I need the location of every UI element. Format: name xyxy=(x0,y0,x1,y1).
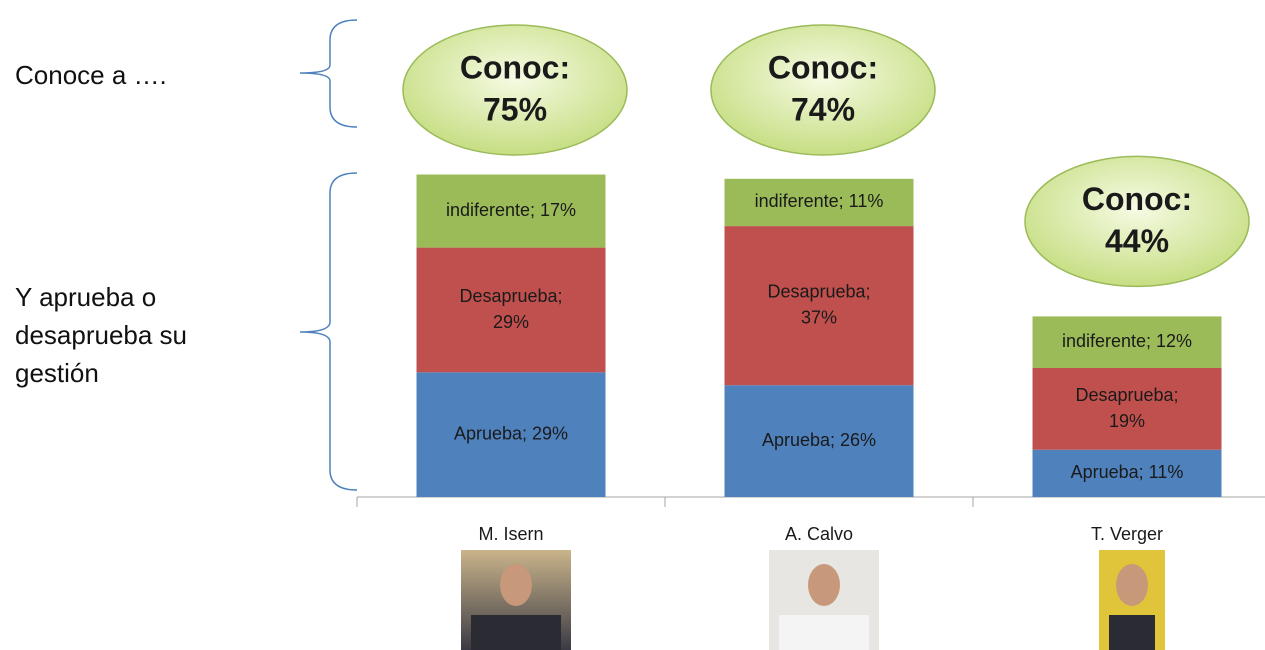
x-tick-label: T. Verger xyxy=(1091,524,1163,544)
photo-body xyxy=(471,615,561,650)
bar-segment xyxy=(724,226,914,386)
side-label: Y aprueba o desaprueba su gestión xyxy=(15,282,188,388)
photo-face xyxy=(500,564,532,606)
data-label: Aprueba; 29% xyxy=(454,423,568,443)
data-label: Aprueba; 26% xyxy=(762,430,876,450)
awareness-label: Conoc: xyxy=(1082,181,1192,217)
photo-face xyxy=(1116,564,1148,606)
photo-face xyxy=(808,564,840,606)
brace xyxy=(299,172,358,491)
bar-segment xyxy=(1032,316,1222,368)
awareness-label: Conoc: xyxy=(460,49,570,85)
brace xyxy=(299,19,358,128)
awareness-bubble xyxy=(710,24,936,156)
data-label: Desaprueba; 37% xyxy=(767,281,870,327)
photo-body xyxy=(1109,615,1155,650)
data-label: Desaprueba; 19% xyxy=(1075,385,1178,431)
awareness-value: 75% xyxy=(483,91,547,127)
data-label: Desaprueba; 29% xyxy=(459,286,562,332)
photo-body xyxy=(779,615,869,650)
awareness-label: Conoc: xyxy=(768,49,878,85)
data-label: indiferente; 17% xyxy=(446,200,576,220)
x-tick-label: A. Calvo xyxy=(785,524,853,544)
awareness-value: 74% xyxy=(791,91,855,127)
side-label: Conoce a …. xyxy=(15,60,167,90)
awareness-bubble xyxy=(1024,155,1250,288)
data-label: indiferente; 11% xyxy=(755,191,884,211)
data-label: indiferente; 12% xyxy=(1062,331,1192,351)
bar-segment xyxy=(1032,368,1222,450)
awareness-bubble xyxy=(402,24,628,156)
bar-segment xyxy=(724,385,914,497)
x-tick-label: M. Isern xyxy=(478,524,543,544)
data-label: Aprueba; 11% xyxy=(1071,462,1184,482)
bar-segment xyxy=(416,372,606,497)
awareness-value: 44% xyxy=(1105,223,1169,259)
bar-segment xyxy=(724,178,914,227)
bar-segment xyxy=(416,174,606,248)
bar-segment xyxy=(1032,449,1222,497)
bar-segment xyxy=(416,247,606,373)
